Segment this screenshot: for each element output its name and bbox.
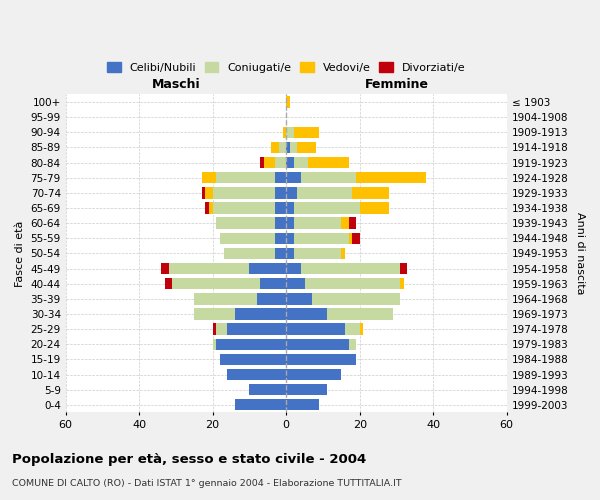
Bar <box>275 187 286 198</box>
Bar <box>286 218 293 229</box>
Bar <box>260 278 286 289</box>
Bar <box>250 263 286 274</box>
Bar <box>286 126 293 138</box>
Bar <box>286 338 349 350</box>
Bar <box>275 248 286 259</box>
Bar <box>224 248 275 259</box>
Bar <box>308 157 349 168</box>
Bar <box>217 218 275 229</box>
Text: Popolazione per età, sesso e stato civile - 2004: Popolazione per età, sesso e stato civil… <box>12 452 366 466</box>
Bar <box>212 202 275 213</box>
Bar <box>194 293 257 304</box>
Text: Maschi: Maschi <box>152 78 200 92</box>
Bar <box>326 308 393 320</box>
Bar <box>217 324 227 335</box>
Y-axis label: Anni di nascita: Anni di nascita <box>575 212 585 294</box>
Bar <box>345 324 360 335</box>
Bar <box>341 248 345 259</box>
Bar <box>286 278 305 289</box>
Bar <box>312 293 400 304</box>
Bar <box>209 202 212 213</box>
Bar <box>286 232 293 244</box>
Bar <box>400 278 404 289</box>
Bar <box>286 96 290 108</box>
Bar <box>293 202 360 213</box>
Bar <box>360 202 389 213</box>
Bar <box>293 157 308 168</box>
Bar <box>257 293 286 304</box>
Bar <box>217 338 286 350</box>
Bar <box>301 172 356 184</box>
Bar <box>220 232 275 244</box>
Text: COMUNE DI CALTO (RO) - Dati ISTAT 1° gennaio 2004 - Elaborazione TUTTITALIA.IT: COMUNE DI CALTO (RO) - Dati ISTAT 1° gen… <box>12 479 401 488</box>
Bar <box>286 187 297 198</box>
Bar <box>290 142 297 153</box>
Bar <box>286 172 301 184</box>
Bar <box>220 354 286 365</box>
Bar <box>352 232 360 244</box>
Bar <box>293 126 319 138</box>
Bar <box>271 142 279 153</box>
Bar <box>217 172 275 184</box>
Bar <box>283 126 286 138</box>
Bar <box>286 263 301 274</box>
Bar <box>275 202 286 213</box>
Bar <box>293 218 341 229</box>
Legend: Celibi/Nubili, Coniugati/e, Vedovi/e, Divorziati/e: Celibi/Nubili, Coniugati/e, Vedovi/e, Di… <box>104 58 469 76</box>
Bar <box>286 324 345 335</box>
Bar <box>349 232 352 244</box>
Bar <box>205 187 212 198</box>
Bar <box>275 157 286 168</box>
Bar <box>286 308 326 320</box>
Bar <box>275 232 286 244</box>
Bar <box>212 187 275 198</box>
Text: Femmine: Femmine <box>364 78 428 92</box>
Bar <box>286 248 293 259</box>
Bar <box>205 202 209 213</box>
Bar <box>286 369 341 380</box>
Bar <box>235 308 286 320</box>
Bar <box>264 157 275 168</box>
Bar <box>172 278 260 289</box>
Bar <box>169 263 250 274</box>
Bar <box>349 338 356 350</box>
Bar <box>279 142 286 153</box>
Bar <box>275 218 286 229</box>
Bar <box>161 263 169 274</box>
Bar <box>293 232 349 244</box>
Bar <box>305 278 400 289</box>
Bar <box>297 187 352 198</box>
Bar <box>293 248 341 259</box>
Bar <box>352 187 389 198</box>
Bar <box>286 384 326 396</box>
Bar <box>202 172 217 184</box>
Y-axis label: Fasce di età: Fasce di età <box>15 220 25 286</box>
Bar <box>286 293 312 304</box>
Bar <box>212 338 217 350</box>
Bar <box>341 218 349 229</box>
Bar <box>286 157 293 168</box>
Bar <box>286 142 290 153</box>
Bar <box>260 157 264 168</box>
Bar <box>212 324 217 335</box>
Bar <box>235 399 286 410</box>
Bar <box>349 218 356 229</box>
Bar <box>227 369 286 380</box>
Bar <box>286 202 293 213</box>
Bar <box>275 172 286 184</box>
Bar <box>227 324 286 335</box>
Bar <box>202 187 205 198</box>
Bar <box>165 278 172 289</box>
Bar <box>301 263 400 274</box>
Bar <box>360 324 364 335</box>
Bar <box>250 384 286 396</box>
Bar <box>356 172 426 184</box>
Bar <box>297 142 316 153</box>
Bar <box>286 399 319 410</box>
Bar <box>286 354 356 365</box>
Bar <box>194 308 235 320</box>
Bar <box>400 263 407 274</box>
